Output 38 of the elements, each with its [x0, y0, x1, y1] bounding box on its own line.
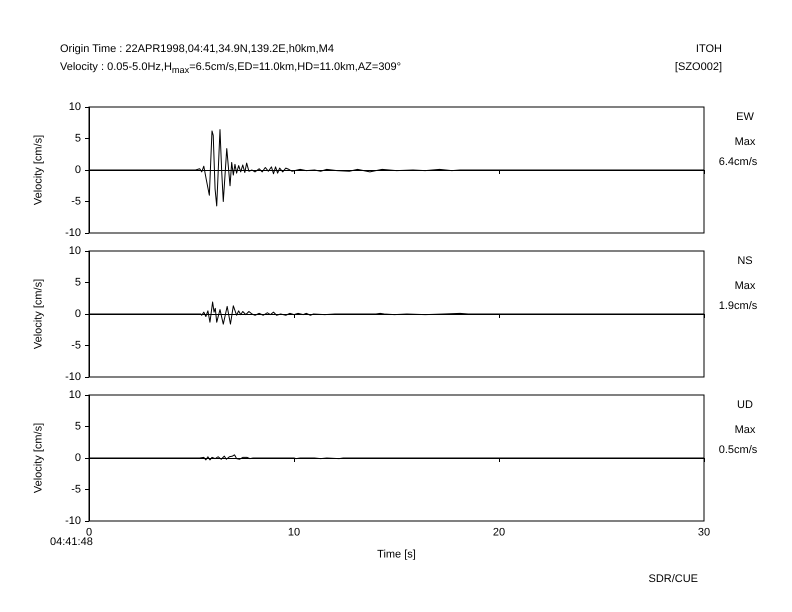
x-tick-label: 0	[86, 526, 92, 538]
y-axis-title: Velocity [cm/s]	[32, 134, 44, 206]
text: 04:41:48	[50, 536, 93, 548]
y-tick-label: 5	[74, 276, 81, 288]
y-tick-label: 10	[68, 101, 81, 113]
x-axis-title: Time [s]	[377, 548, 416, 560]
text: [SZO002]	[674, 61, 722, 73]
y-tick-label: 0	[74, 164, 81, 176]
text: UD	[737, 399, 753, 411]
y-tick-label: 5	[74, 420, 81, 432]
y-tick-label: 0	[74, 308, 81, 320]
text: Max	[734, 136, 756, 148]
text: 0.5cm/s	[718, 444, 758, 456]
text: Max	[734, 424, 756, 436]
y-tick-label: 0	[74, 452, 81, 464]
y-tick-label: -5	[71, 484, 81, 496]
y-tick-label: -5	[71, 340, 81, 352]
y-axis-title: Velocity [cm/s]	[32, 278, 44, 350]
x-tick-label: 20	[492, 526, 506, 538]
text: EW	[736, 111, 754, 123]
y-axis-title: Velocity [cm/s]	[32, 422, 44, 494]
y-tick-label: -10	[65, 515, 81, 527]
x-tick-label: 30	[698, 526, 710, 538]
text: Max	[734, 280, 756, 292]
x-tick-label: 10	[288, 526, 300, 538]
text: ITOH	[696, 43, 722, 55]
y-tick-label: -10	[65, 371, 81, 383]
y-tick-label: 5	[74, 132, 81, 144]
text: SDR/CUE	[648, 573, 698, 585]
y-tick-label: 10	[68, 245, 81, 257]
text: NS	[737, 255, 753, 267]
chart-subtitle: Origin Time : 22APR1998,04:41,34.9N,139.2E,h0km,M4	[60, 43, 334, 55]
text: 6.4cm/s	[718, 156, 758, 168]
y-tick-label: -10	[65, 227, 81, 239]
text: Velocity : 0.05-5.0Hz,H$_{max}$=6.5cm/s,ED=11.0km,HD=11.0km,AZ=309°	[60, 61, 402, 76]
text: 1.9cm/s	[718, 300, 758, 312]
y-tick-label: 10	[68, 389, 81, 401]
y-tick-label: -5	[71, 196, 81, 208]
